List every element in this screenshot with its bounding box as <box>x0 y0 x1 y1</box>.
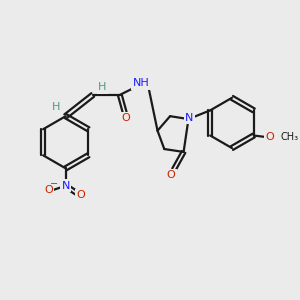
Text: O: O <box>77 190 85 200</box>
Text: −: − <box>50 179 58 189</box>
Text: CH₃: CH₃ <box>281 132 299 142</box>
Text: H: H <box>98 82 106 92</box>
Text: O: O <box>266 132 274 142</box>
Text: H: H <box>52 101 60 112</box>
Text: NH: NH <box>133 78 149 88</box>
Text: O: O <box>167 170 176 180</box>
Text: O: O <box>44 184 53 195</box>
Text: N: N <box>185 113 194 123</box>
Text: O: O <box>121 113 130 123</box>
Text: N: N <box>61 181 70 191</box>
